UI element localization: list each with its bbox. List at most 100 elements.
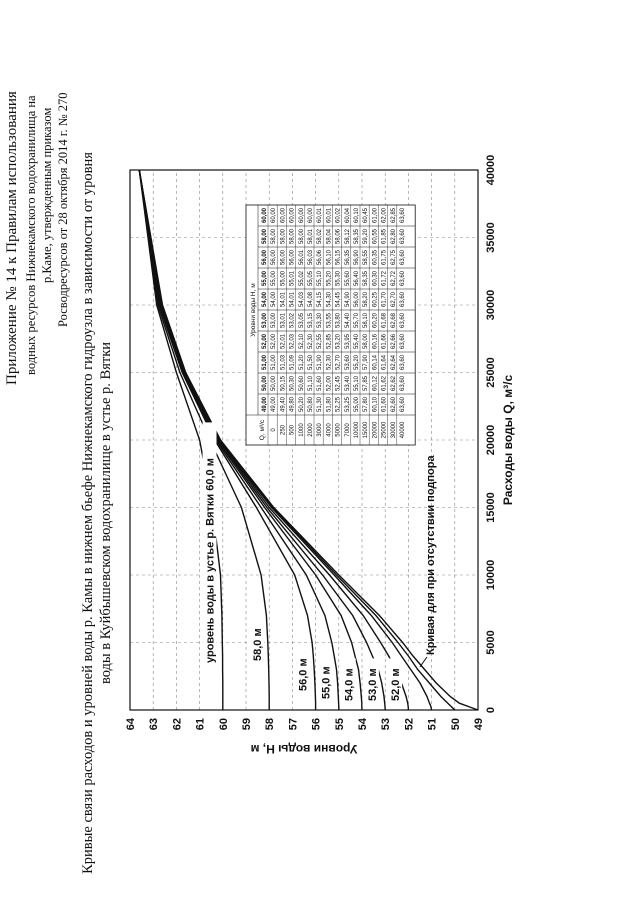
x-tick-label: 30000 xyxy=(485,290,497,321)
table-cell-q: 25000 xyxy=(382,421,388,438)
table-cell: 58,20 xyxy=(363,291,369,307)
table-cell: 54,08 xyxy=(308,291,314,307)
table-cell: 52,85 xyxy=(326,333,332,349)
table-cell: 56,00 xyxy=(280,249,286,265)
table-cell: 62,75 xyxy=(391,249,397,265)
table-cell: 62,60 xyxy=(391,396,397,412)
table-cell: 60,10 xyxy=(354,207,360,223)
curve-label: 55,0 м xyxy=(321,666,333,699)
table-cell: 58,01 xyxy=(308,228,314,244)
table-cell: 63,60 xyxy=(400,291,406,307)
table-cell: 63,60 xyxy=(400,375,406,391)
table-cell: 62,70 xyxy=(391,291,397,307)
table-cell: 53,05 xyxy=(299,312,305,328)
table-cell: 60,00 xyxy=(271,207,277,223)
table-cell: 51,90 xyxy=(317,354,323,370)
x-tick-label: 20000 xyxy=(485,425,497,456)
table-cell: 53,55 xyxy=(326,312,332,328)
table-cell-q: 2000 xyxy=(308,423,314,437)
table-cell: 52,55 xyxy=(317,333,323,349)
x-tick-label: 25000 xyxy=(485,357,497,388)
table-cell: 56,90 xyxy=(354,249,360,265)
x-tick-label: 10000 xyxy=(485,560,497,591)
table-cell: 56,00 xyxy=(271,249,277,265)
table-cell: 61,64 xyxy=(382,354,388,370)
table-cell: 55,00 xyxy=(271,270,277,286)
table-cell: 53,00 xyxy=(271,312,277,328)
y-tick-label: 60 xyxy=(218,718,230,730)
table-cell: 51,60 xyxy=(317,375,323,391)
table-header-levels: Уровни воды Н, м xyxy=(250,283,257,337)
table-cell: 63,60 xyxy=(400,396,406,412)
table-cell: 55,00 xyxy=(354,396,360,412)
table-cell: 50,00 xyxy=(271,375,277,391)
x-tick-label: 15000 xyxy=(485,492,497,523)
y-tick-label: 64 xyxy=(125,717,137,730)
table-cell: 58,00 xyxy=(299,228,305,244)
table-cell: 61,00 xyxy=(372,207,378,223)
table-cell: 58,55 xyxy=(363,249,369,265)
table-col-header: 50,00 xyxy=(262,375,268,391)
table-cell-q: 500 xyxy=(290,424,296,435)
table-cell: 49,00 xyxy=(271,396,277,412)
table-cell: 51,00 xyxy=(271,354,277,370)
y-tick-label: 63 xyxy=(148,718,160,730)
table-cell: 50,20 xyxy=(299,396,305,412)
x-tick-label: 0 xyxy=(485,707,497,713)
table-cell: 60,10 xyxy=(372,396,378,412)
series-line xyxy=(138,169,224,710)
table-cell: 55,70 xyxy=(354,312,360,328)
table-col-header: 54,00 xyxy=(262,291,268,307)
table-cell: 53,25 xyxy=(345,396,351,412)
curve-label: 58,0 м xyxy=(252,628,264,661)
curve-label-bg xyxy=(202,422,217,666)
y-tick-label: 61 xyxy=(195,718,207,730)
y-tick-label: 62 xyxy=(171,718,183,730)
table-cell: 52,10 xyxy=(299,333,305,349)
table-cell-q: 15000 xyxy=(363,421,369,438)
table-cell: 56,10 xyxy=(326,249,332,265)
table-cell: 59,20 xyxy=(363,228,369,244)
table-cell: 58,06 xyxy=(336,228,342,244)
table-cell: 53,20 xyxy=(336,333,342,349)
curve-label: уровень воды в устье р. Вятки 60,0 м xyxy=(205,458,217,663)
table-cell-q: 10000 xyxy=(354,421,360,438)
table-cell: 63,60 xyxy=(400,207,406,223)
table-cell: 63,60 xyxy=(400,354,406,370)
curve-label-bg xyxy=(364,658,379,704)
table-cell: 55,00 xyxy=(280,270,286,286)
table-cell: 54,00 xyxy=(271,291,277,307)
table-cell: 53,02 xyxy=(290,312,296,328)
table-cell-q: 0 xyxy=(271,428,277,432)
table-col-header: 53,00 xyxy=(262,312,268,328)
table-cell: 56,01 xyxy=(299,249,305,265)
table-cell: 51,20 xyxy=(299,354,305,370)
curve-label: 56,0 м xyxy=(297,658,309,691)
table-cell: 58,02 xyxy=(317,228,323,244)
table-cell: 60,01 xyxy=(326,207,332,223)
series-line xyxy=(138,169,270,710)
table-cell: 63,60 xyxy=(400,333,406,349)
table-cell: 60,14 xyxy=(372,354,378,370)
table-col-header: 58,00 xyxy=(262,228,268,244)
table-cell: 52,25 xyxy=(336,396,342,412)
table-cell: 61,72 xyxy=(382,270,388,286)
table-cell: 56,03 xyxy=(308,249,314,265)
y-axis-label: Уровни воды H, м xyxy=(250,742,357,756)
y-tick-label: 50 xyxy=(450,718,462,730)
table-cell: 62,66 xyxy=(391,333,397,349)
table-header-q: Q, м³/с xyxy=(259,419,266,440)
y-tick-label: 51 xyxy=(427,718,439,730)
table-cell: 50,15 xyxy=(280,375,286,391)
table-col-header: 55,00 xyxy=(262,270,268,286)
table-cell: 54,30 xyxy=(326,291,332,307)
table-col-header: 56,00 xyxy=(262,249,268,265)
table-cell: 60,16 xyxy=(372,333,378,349)
table-cell: 55,05 xyxy=(308,270,314,286)
axis-ticks: 0500010000150002000025000300003500040000… xyxy=(125,155,497,731)
x-tick-label: 5000 xyxy=(485,630,497,654)
table-cell: 62,80 xyxy=(391,228,397,244)
table-cell: 49,80 xyxy=(290,396,296,412)
table-cell: 55,60 xyxy=(345,270,351,286)
